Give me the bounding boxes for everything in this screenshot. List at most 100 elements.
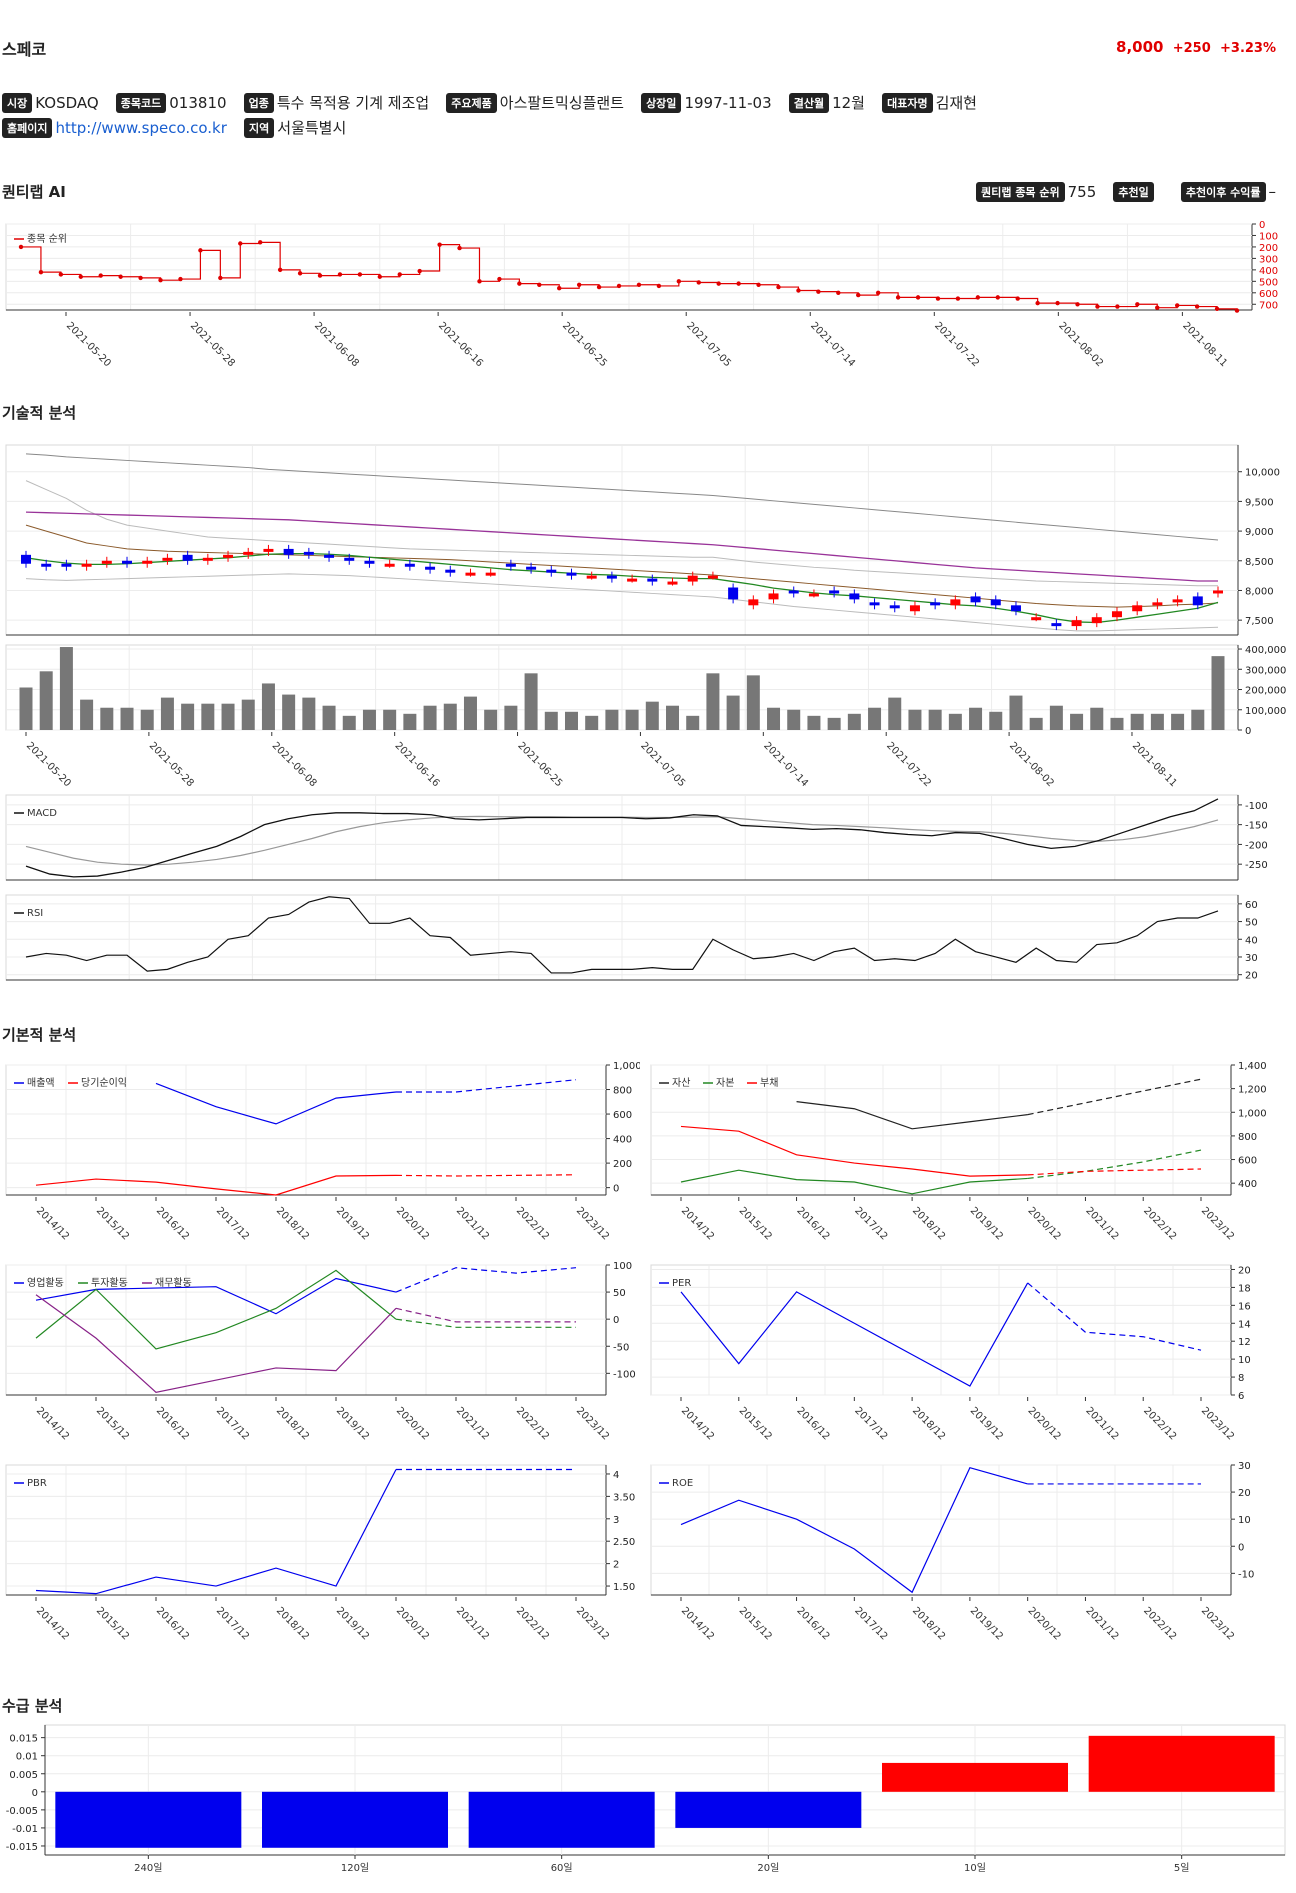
revenue-x-tick-label: 2014/12: [34, 1205, 71, 1242]
volume-x-tick-label: 2021-07-14: [761, 740, 810, 789]
assets-series-1-forecast: [1027, 1078, 1202, 1116]
rank-point: [58, 272, 64, 277]
info-label-product: 주요제품: [446, 92, 497, 113]
rank-point: [616, 283, 622, 289]
volume-bar: [625, 709, 639, 730]
price-candle: [990, 599, 1001, 606]
rank-x-tick-label: 2021-05-20: [64, 320, 113, 369]
info-value-code: 013810: [169, 93, 227, 112]
per-x-tick-label: 2020/12: [1026, 1405, 1063, 1442]
rec-return-value: –: [1268, 182, 1277, 201]
volume-bar: [787, 709, 801, 730]
assets-y-tick-label: 1,200: [1238, 1085, 1267, 1096]
price-candle: [1051, 623, 1062, 627]
flow-bar: [55, 1791, 242, 1848]
price-candle: [1031, 617, 1042, 621]
volume-x-tick-label: 2021-06-25: [515, 740, 564, 789]
assets-series-2-actual: [680, 1169, 1028, 1195]
rank-point: [1075, 302, 1080, 307]
rank-point: [517, 281, 522, 286]
rank-point: [1115, 304, 1120, 309]
volume-bar: [403, 713, 417, 730]
rank-point: [218, 275, 223, 281]
info-value-market: KOSDAQ: [35, 93, 99, 112]
rank-point: [238, 241, 243, 246]
revenue-x-tick-label: 2022/12: [514, 1205, 551, 1242]
revenue-series-1-actual: [155, 1082, 397, 1125]
info-row-2: 홈페이지 http://www.speco.co.kr 지역 서울특별시: [2, 117, 358, 138]
rank-point: [357, 272, 363, 277]
per-x-tick-label: 2018/12: [910, 1405, 947, 1442]
pbr-x-tick-label: 2021/12: [454, 1605, 491, 1642]
price-candle: [344, 557, 355, 561]
rank-point: [477, 279, 482, 284]
rank-point: [1035, 300, 1040, 306]
rank-y-tick-label: 400: [1259, 266, 1278, 277]
rank-point: [337, 272, 343, 277]
assets-y-tick-label: 1,000: [1238, 1108, 1267, 1119]
cashflow-legend-label: 영업활동: [27, 1276, 64, 1289]
pbr-series-1-actual: [35, 1469, 397, 1595]
assets-x-tick-label: 2015/12: [737, 1205, 774, 1242]
price-candle: [202, 557, 213, 561]
volume-bar: [140, 709, 154, 730]
flow-x-tick-label: 20일: [757, 1862, 779, 1874]
cashflow-x-tick-label: 2016/12: [154, 1405, 191, 1442]
current-price: 8,000: [1116, 38, 1164, 56]
price-candle: [546, 569, 557, 573]
homepage-link[interactable]: http://www.speco.co.kr: [55, 118, 227, 137]
price-candle: [808, 593, 819, 597]
revenue-x-tick-label: 2017/12: [214, 1205, 251, 1242]
macd-y-tick-label: -100: [1245, 801, 1268, 812]
rank-y-tick-label: 0: [1259, 220, 1265, 231]
price-candle: [485, 572, 496, 576]
cashflow-x-tick-label: 2019/12: [334, 1405, 371, 1442]
volume-bar: [1171, 713, 1185, 730]
rank-label: 퀀티랩 종목 순위: [976, 181, 1065, 202]
pbr-x-tick-label: 2020/12: [394, 1605, 431, 1642]
price-candle: [162, 557, 173, 561]
rank-x-tick-label: 2021-05-28: [188, 320, 237, 369]
rank-point: [895, 295, 901, 300]
revenue-y-tick-label: 1,000: [613, 1061, 640, 1072]
rank-point: [875, 290, 881, 295]
revenue-y-tick-label: 400: [613, 1135, 632, 1146]
assets-x-tick-label: 2016/12: [794, 1205, 831, 1242]
price-candle: [81, 563, 92, 567]
info-label-code: 종목코드: [115, 92, 167, 113]
price-candle: [465, 572, 476, 576]
volume-bar: [1090, 707, 1104, 730]
info-value-ceo: 김재현: [935, 94, 977, 112]
volume-bar: [989, 711, 1003, 730]
volume-bar: [484, 709, 498, 730]
flow-y-tick-label: -0.015: [6, 1842, 38, 1853]
revenue-x-tick-label: 2020/12: [394, 1205, 431, 1242]
info-row-1: 시장 KOSDAQ 종목코드 013810 업종 특수 목적용 기계 제조업 주요제품…: [2, 92, 989, 113]
rank-point: [796, 288, 801, 293]
rank-x-tick-label: 2021-06-25: [560, 320, 609, 369]
rank-point: [178, 276, 183, 282]
rank-point: [437, 242, 442, 247]
flow-bar: [675, 1791, 862, 1828]
rank-point: [955, 296, 961, 301]
rank-point: [397, 272, 402, 277]
price-candle: [283, 548, 294, 555]
volume-bar: [948, 713, 962, 730]
volume-bar: [302, 697, 316, 730]
rank-point: [317, 273, 323, 278]
rank-point: [1015, 296, 1020, 301]
flow-y-tick-label: 0.015: [9, 1734, 38, 1745]
pbr-x-tick-label: 2018/12: [274, 1605, 311, 1642]
pbr-y-tick-label: 4: [613, 1470, 619, 1481]
cashflow-x-tick-label: 2021/12: [454, 1405, 491, 1442]
price-candlestick-chart: 7,500 8,000 8,500 9,000 9,500 10,000: [5, 444, 1280, 636]
rank-point: [277, 267, 283, 273]
price-block: 8,000 +250 +3.23%: [1116, 38, 1276, 56]
info-label-homepage: 홈페이지: [2, 117, 53, 138]
price-ma-long: [25, 453, 1219, 541]
price-candle: [142, 560, 153, 564]
rank-point: [816, 289, 821, 294]
price-candle: [768, 593, 779, 600]
volume-bar: [807, 715, 821, 730]
cashflow-series-3-forecast: [395, 1307, 576, 1323]
